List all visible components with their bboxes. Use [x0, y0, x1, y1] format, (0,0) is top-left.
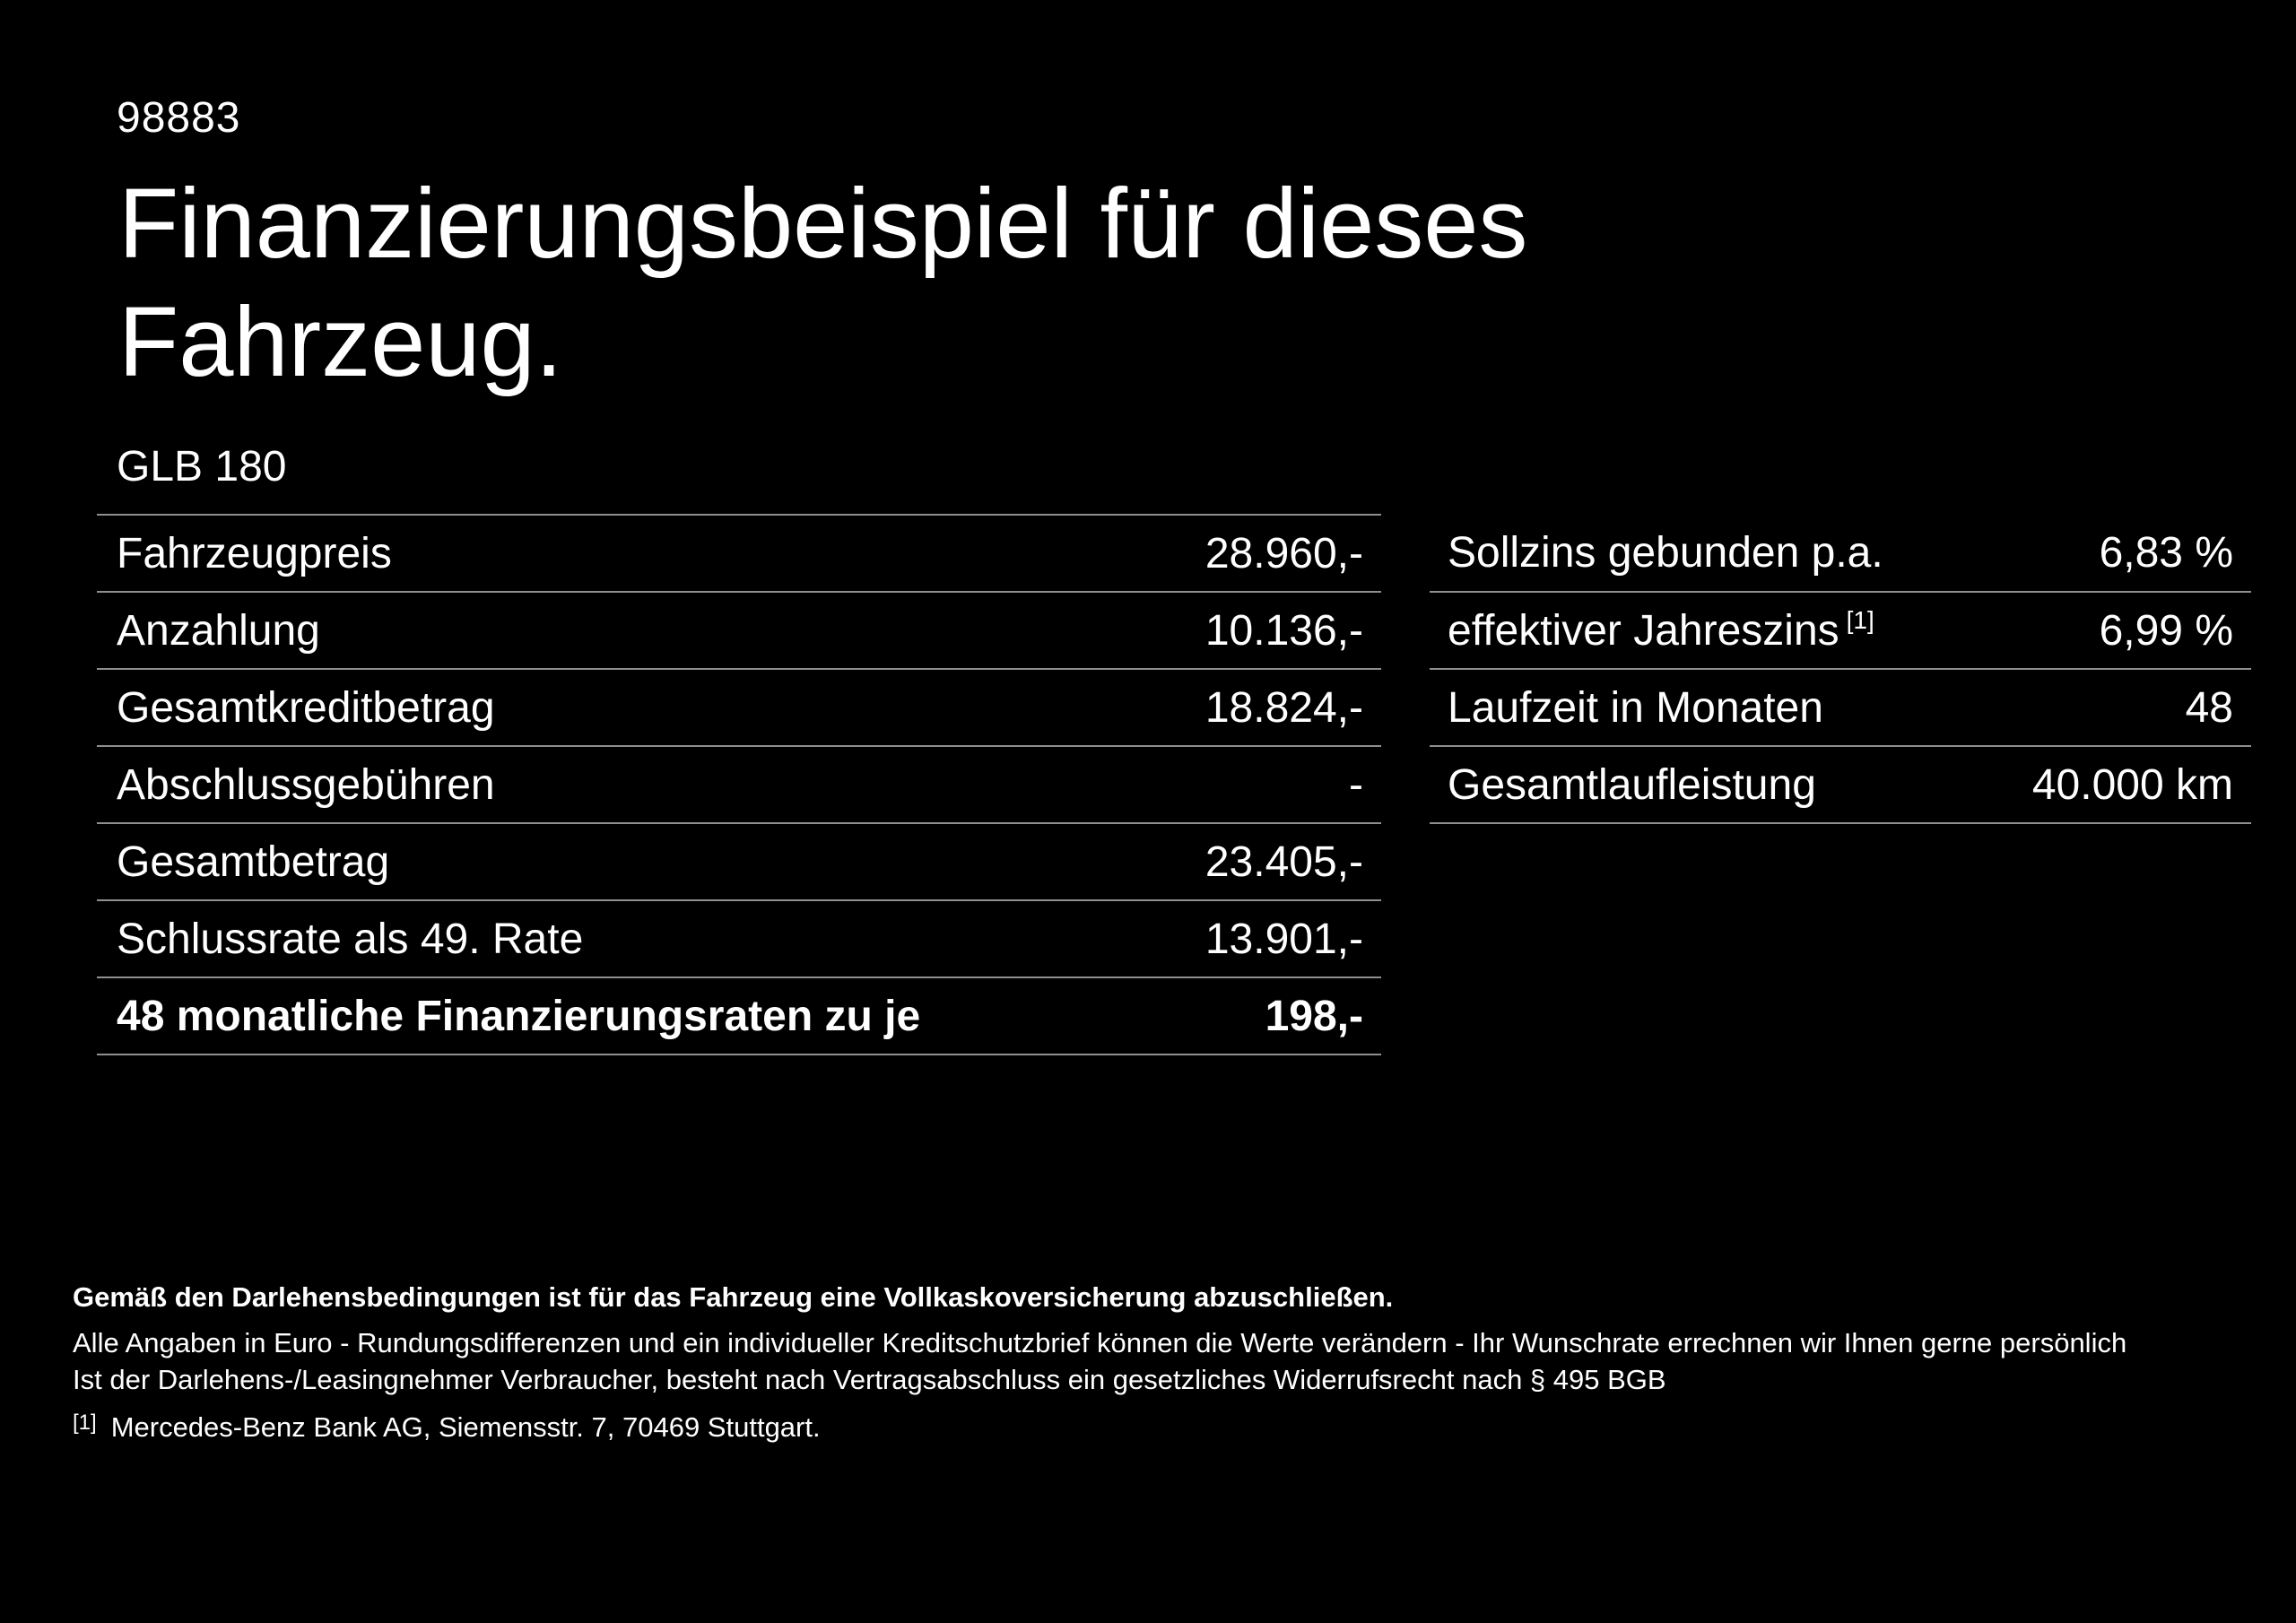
table-row-effektiver-jahreszins: effektiver Jahreszins [1] 6,99 %	[1430, 593, 2251, 670]
row-label: effektiver Jahreszins [1]	[1448, 605, 1874, 655]
row-label: Schlussrate als 49. Rate	[117, 915, 584, 963]
table-row-gesamtkreditbetrag: Gesamtkreditbetrag 18.824,-	[97, 670, 1381, 747]
footnote-marker: [1]	[73, 1410, 97, 1435]
row-value: 6,83 %	[2099, 528, 2233, 577]
insurance-requirement-note: Gemäß den Darlehensbedingungen ist für d…	[73, 1281, 1394, 1313]
table-row-abschlussgebuehren: Abschlussgebühren -	[97, 747, 1381, 824]
row-value: 13.901,-	[1205, 915, 1363, 963]
row-value: -	[1349, 760, 1363, 809]
row-value: 18.824,-	[1205, 683, 1363, 732]
row-value: 28.960,-	[1205, 529, 1363, 577]
bank-footnote: [1] Mercedes-Benz Bank AG, Siemensstr. 7…	[73, 1410, 821, 1444]
table-row-gesamtlaufleistung: Gesamtlaufleistung 40.000 km	[1430, 747, 2251, 824]
row-value: 6,99 %	[2099, 606, 2233, 655]
row-value: 10.136,-	[1205, 606, 1363, 655]
footnote-reference: [1]	[1846, 605, 1874, 634]
legal-notes: Alle Angaben in Euro - Rundungsdifferenz…	[73, 1324, 2126, 1398]
row-label: Gesamtbetrag	[117, 838, 390, 886]
financing-table-left: Fahrzeugpreis 28.960,- Anzahlung 10.136,…	[97, 514, 1381, 1055]
vehicle-model-label: GLB 180	[117, 443, 287, 490]
row-value: 23.405,-	[1205, 838, 1363, 886]
table-row-laufzeit: Laufzeit in Monaten 48	[1430, 670, 2251, 747]
table-row-schlussrate: Schlussrate als 49. Rate 13.901,-	[97, 901, 1381, 978]
financing-table-right: Sollzins gebunden p.a. 6,83 % effektiver…	[1430, 514, 2251, 824]
legal-note-line: Alle Angaben in Euro - Rundungsdifferenz…	[73, 1327, 2127, 1358]
row-value: 40.000 km	[2031, 760, 2233, 809]
document-number: 98883	[117, 94, 241, 142]
table-row-gesamtbetrag: Gesamtbetrag 23.405,-	[97, 824, 1381, 901]
row-label: Anzahlung	[117, 606, 320, 655]
legal-note-line: Ist der Darlehens-/Leasingnehmer Verbrau…	[73, 1364, 1666, 1395]
row-label: Gesamtkreditbetrag	[117, 683, 495, 732]
row-label: Gesamtlaufleistung	[1448, 760, 1816, 809]
row-value: 48	[2185, 683, 2233, 732]
footnote-text: Mercedes-Benz Bank AG, Siemensstr. 7, 70…	[110, 1411, 821, 1443]
row-label: Laufzeit in Monaten	[1448, 683, 1823, 732]
row-label: Fahrzeugpreis	[117, 529, 392, 577]
table-row-monatsrate: 48 monatliche Finanzierungsraten zu je 1…	[97, 978, 1381, 1055]
row-label: 48 monatliche Finanzierungsraten zu je	[117, 992, 921, 1040]
row-label: Abschlussgebühren	[117, 760, 495, 809]
table-row-fahrzeugpreis: Fahrzeugpreis 28.960,-	[97, 516, 1381, 593]
page-title: Finanzierungsbeispiel für dieses Fahrzeu…	[118, 169, 1528, 397]
row-value: 198,-	[1265, 992, 1363, 1040]
row-label: Sollzins gebunden p.a.	[1448, 528, 1883, 577]
table-row-sollzins: Sollzins gebunden p.a. 6,83 %	[1430, 514, 2251, 593]
table-row-anzahlung: Anzahlung 10.136,-	[97, 593, 1381, 670]
